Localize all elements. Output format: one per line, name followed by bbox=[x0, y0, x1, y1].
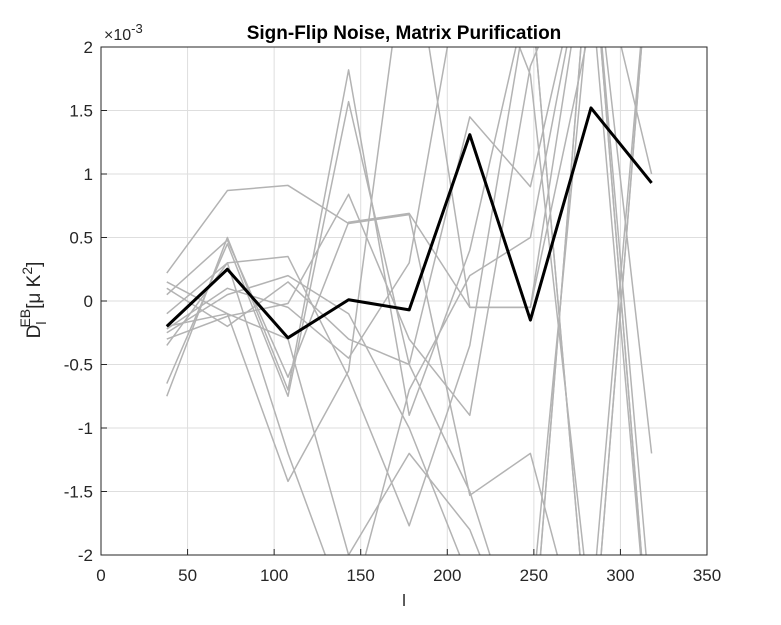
y-scale-base: ×10 bbox=[104, 27, 131, 44]
series-line bbox=[165, 106, 653, 340]
x-tick-label: 250 bbox=[520, 566, 548, 585]
y-label-sup: EB bbox=[17, 309, 33, 328]
series-line bbox=[166, 47, 643, 555]
series-line bbox=[166, 47, 587, 378]
x-tick-label: 0 bbox=[96, 566, 105, 585]
x-tick-label: 100 bbox=[260, 566, 288, 585]
y-scale-exponent: -3 bbox=[131, 21, 143, 36]
y-tick-label: 0.5 bbox=[69, 229, 93, 248]
y-label-end: ] bbox=[24, 262, 45, 267]
series-line bbox=[166, 47, 643, 555]
x-axis-label: l bbox=[402, 591, 406, 610]
y-tick-label: -0.5 bbox=[64, 356, 93, 375]
y-tick-label: -2 bbox=[78, 546, 93, 565]
y-tick-label: 1.5 bbox=[69, 102, 93, 121]
y-label-unit: [μ K bbox=[24, 274, 45, 309]
y-tick-label: 1 bbox=[84, 165, 93, 184]
x-tick-label: 50 bbox=[178, 566, 197, 585]
y-label-sub: l bbox=[33, 322, 49, 325]
y-scale-label: ×10-3 bbox=[104, 21, 143, 44]
y-tick-label: -1.5 bbox=[64, 483, 93, 502]
series-line bbox=[166, 47, 642, 555]
chart-title: Sign-Flip Noise, Matrix Purification bbox=[247, 23, 562, 44]
x-tick-label: 300 bbox=[606, 566, 634, 585]
series-line bbox=[166, 47, 653, 555]
y-tick-label: -1 bbox=[78, 419, 93, 438]
y-label-base: D bbox=[24, 325, 45, 339]
y-tick-label: 0 bbox=[84, 292, 93, 311]
x-tick-label: 200 bbox=[433, 566, 461, 585]
series-line bbox=[166, 47, 642, 555]
y-axis-label: DlEB[μ K2] bbox=[17, 262, 49, 339]
lines bbox=[165, 47, 653, 555]
y-tick-label: 2 bbox=[84, 38, 93, 57]
y-label-unit-sup: 2 bbox=[19, 267, 35, 275]
x-tick-label: 350 bbox=[693, 566, 721, 585]
x-tick-label: 150 bbox=[347, 566, 375, 585]
